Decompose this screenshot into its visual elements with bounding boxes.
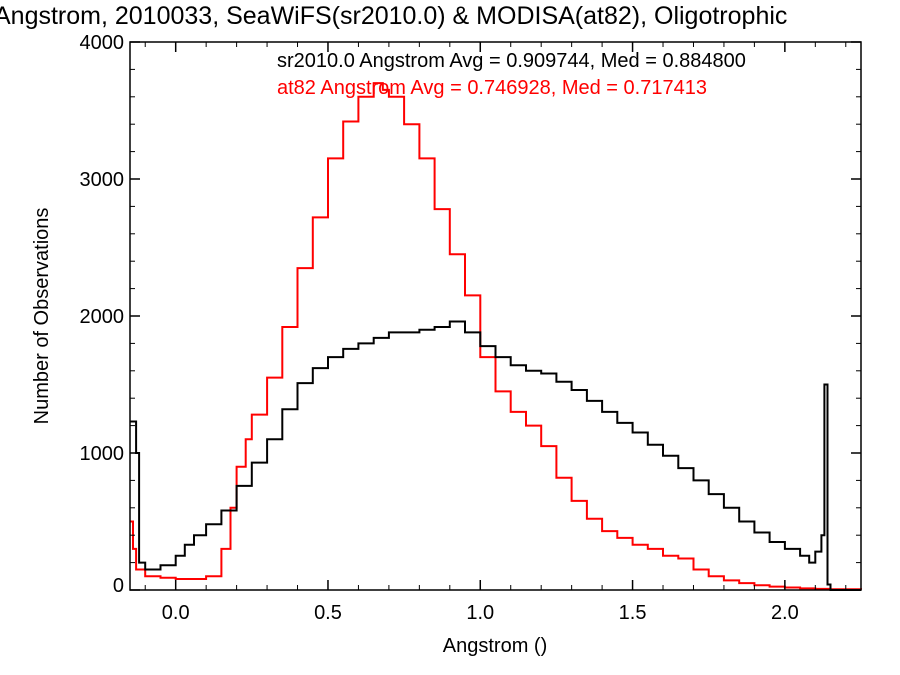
annotation-red: at82 Angstrom Avg = 0.746928, Med = 0.71…	[277, 77, 707, 99]
y-tick-label: 4000	[80, 32, 125, 54]
y-tick-label: 3000	[80, 169, 125, 191]
x-tick-label: 2.0	[771, 602, 799, 624]
x-tick-label: 0.0	[162, 602, 190, 624]
x-axis: 0.0 0.5 1.0 1.5 2.0	[144, 42, 847, 624]
x-tick-label: 1.0	[466, 602, 494, 624]
x-tick-label: 0.5	[314, 602, 342, 624]
series-line-1	[130, 82, 862, 591]
x-axis-label: Angstrom ()	[443, 635, 547, 657]
y-tick-label: 0	[113, 575, 124, 597]
chart-title: Angstrom, 2010033, SeaWiFS(sr2010.0) & M…	[0, 2, 787, 30]
x-tick-label: 1.5	[619, 602, 647, 624]
y-tick-label: 2000	[80, 306, 125, 328]
annotation-black: sr2010.0 Angstrom Avg = 0.909744, Med = …	[277, 50, 746, 72]
plot-area	[130, 82, 862, 591]
y-axis-label: Number of Observations	[31, 208, 53, 425]
y-axis: 0 1000 2000 3000 4000	[80, 32, 861, 597]
plot-frame	[129, 41, 862, 591]
y-tick-label: 1000	[80, 443, 125, 465]
series-line-0	[130, 320, 861, 591]
